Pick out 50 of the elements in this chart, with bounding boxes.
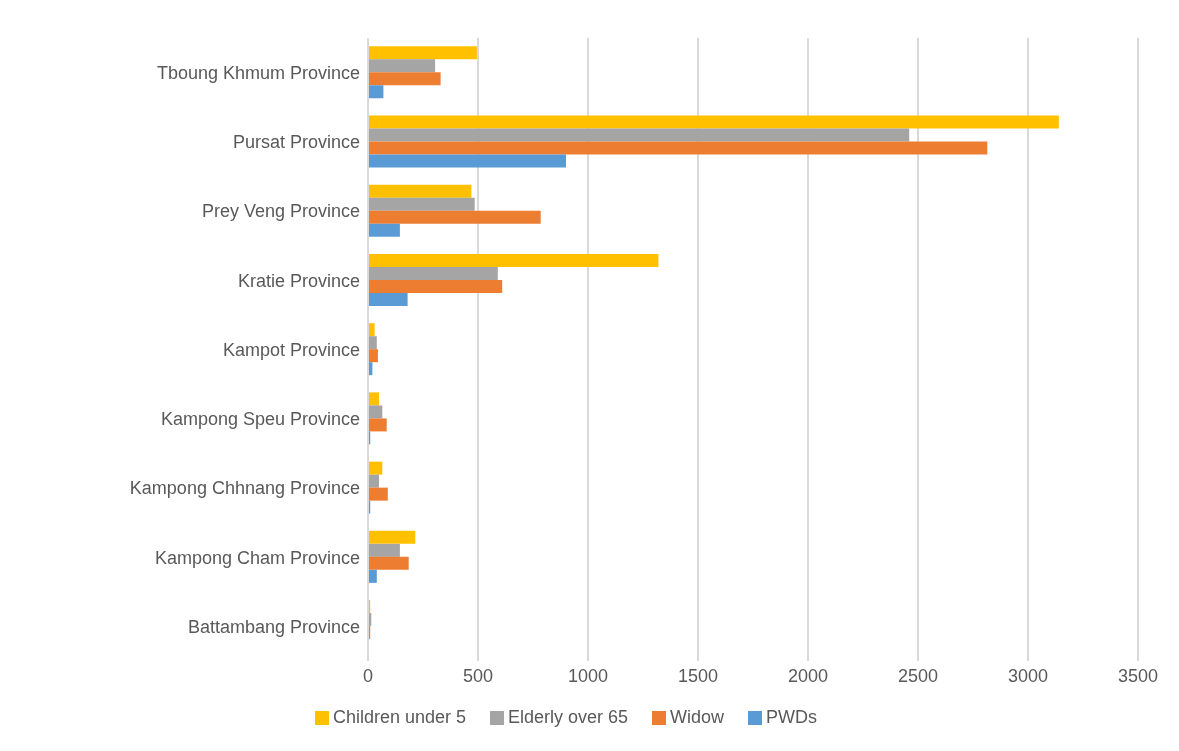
bar — [368, 392, 379, 406]
legend-label: Elderly over 65 — [508, 707, 629, 727]
bar — [368, 223, 400, 237]
bar — [368, 543, 400, 557]
bar — [368, 184, 472, 198]
x-tick-label: 1500 — [677, 665, 719, 686]
bar — [368, 253, 659, 267]
bar — [368, 85, 384, 99]
bar — [368, 154, 566, 168]
legend-label: PWDs — [766, 707, 818, 727]
legend-label: Children under 5 — [332, 707, 466, 727]
bar — [368, 418, 387, 432]
bar — [368, 530, 416, 544]
y-tick-label: Kratie Province — [237, 270, 360, 291]
y-tick-label: Kampong Speu Province — [160, 409, 360, 430]
y-tick-label: Tboung Khmum Province — [156, 63, 360, 83]
x-tick-label: 2000 — [787, 665, 829, 686]
x-tick-label: 1000 — [567, 665, 609, 686]
bar — [368, 292, 408, 306]
bar — [368, 474, 379, 488]
y-tick-label: Prey Veng Province — [201, 201, 360, 222]
x-tick-label: 3500 — [1117, 665, 1159, 686]
bar — [368, 197, 475, 211]
bar — [368, 336, 377, 350]
y-tick-label: Pursat Province — [232, 132, 360, 153]
bar — [368, 115, 1059, 129]
bar — [368, 59, 436, 73]
bar — [368, 141, 988, 155]
bar — [368, 487, 388, 501]
y-tick-label: Kampong Chhnang Province — [129, 478, 360, 499]
y-tick-label: Kampong Cham Province — [154, 547, 360, 568]
x-tick-label: 500 — [462, 665, 494, 686]
bar — [368, 266, 498, 280]
legend-label: Widow — [670, 707, 725, 727]
bar — [368, 46, 477, 60]
y-tick-label: Kampot Province — [222, 339, 360, 360]
bar — [368, 569, 377, 583]
bar — [368, 128, 910, 142]
bar — [368, 461, 383, 475]
x-tick-label: 3000 — [1007, 665, 1049, 686]
x-tick-label: 0 — [362, 665, 374, 686]
bar — [368, 349, 378, 363]
bar — [368, 210, 541, 224]
bar — [368, 323, 375, 337]
x-tick-label: 2500 — [897, 665, 939, 686]
bar — [368, 279, 503, 293]
bar — [368, 405, 383, 419]
bar — [368, 72, 441, 86]
bar — [368, 556, 409, 570]
y-tick-label: Battambang Province — [187, 616, 360, 637]
